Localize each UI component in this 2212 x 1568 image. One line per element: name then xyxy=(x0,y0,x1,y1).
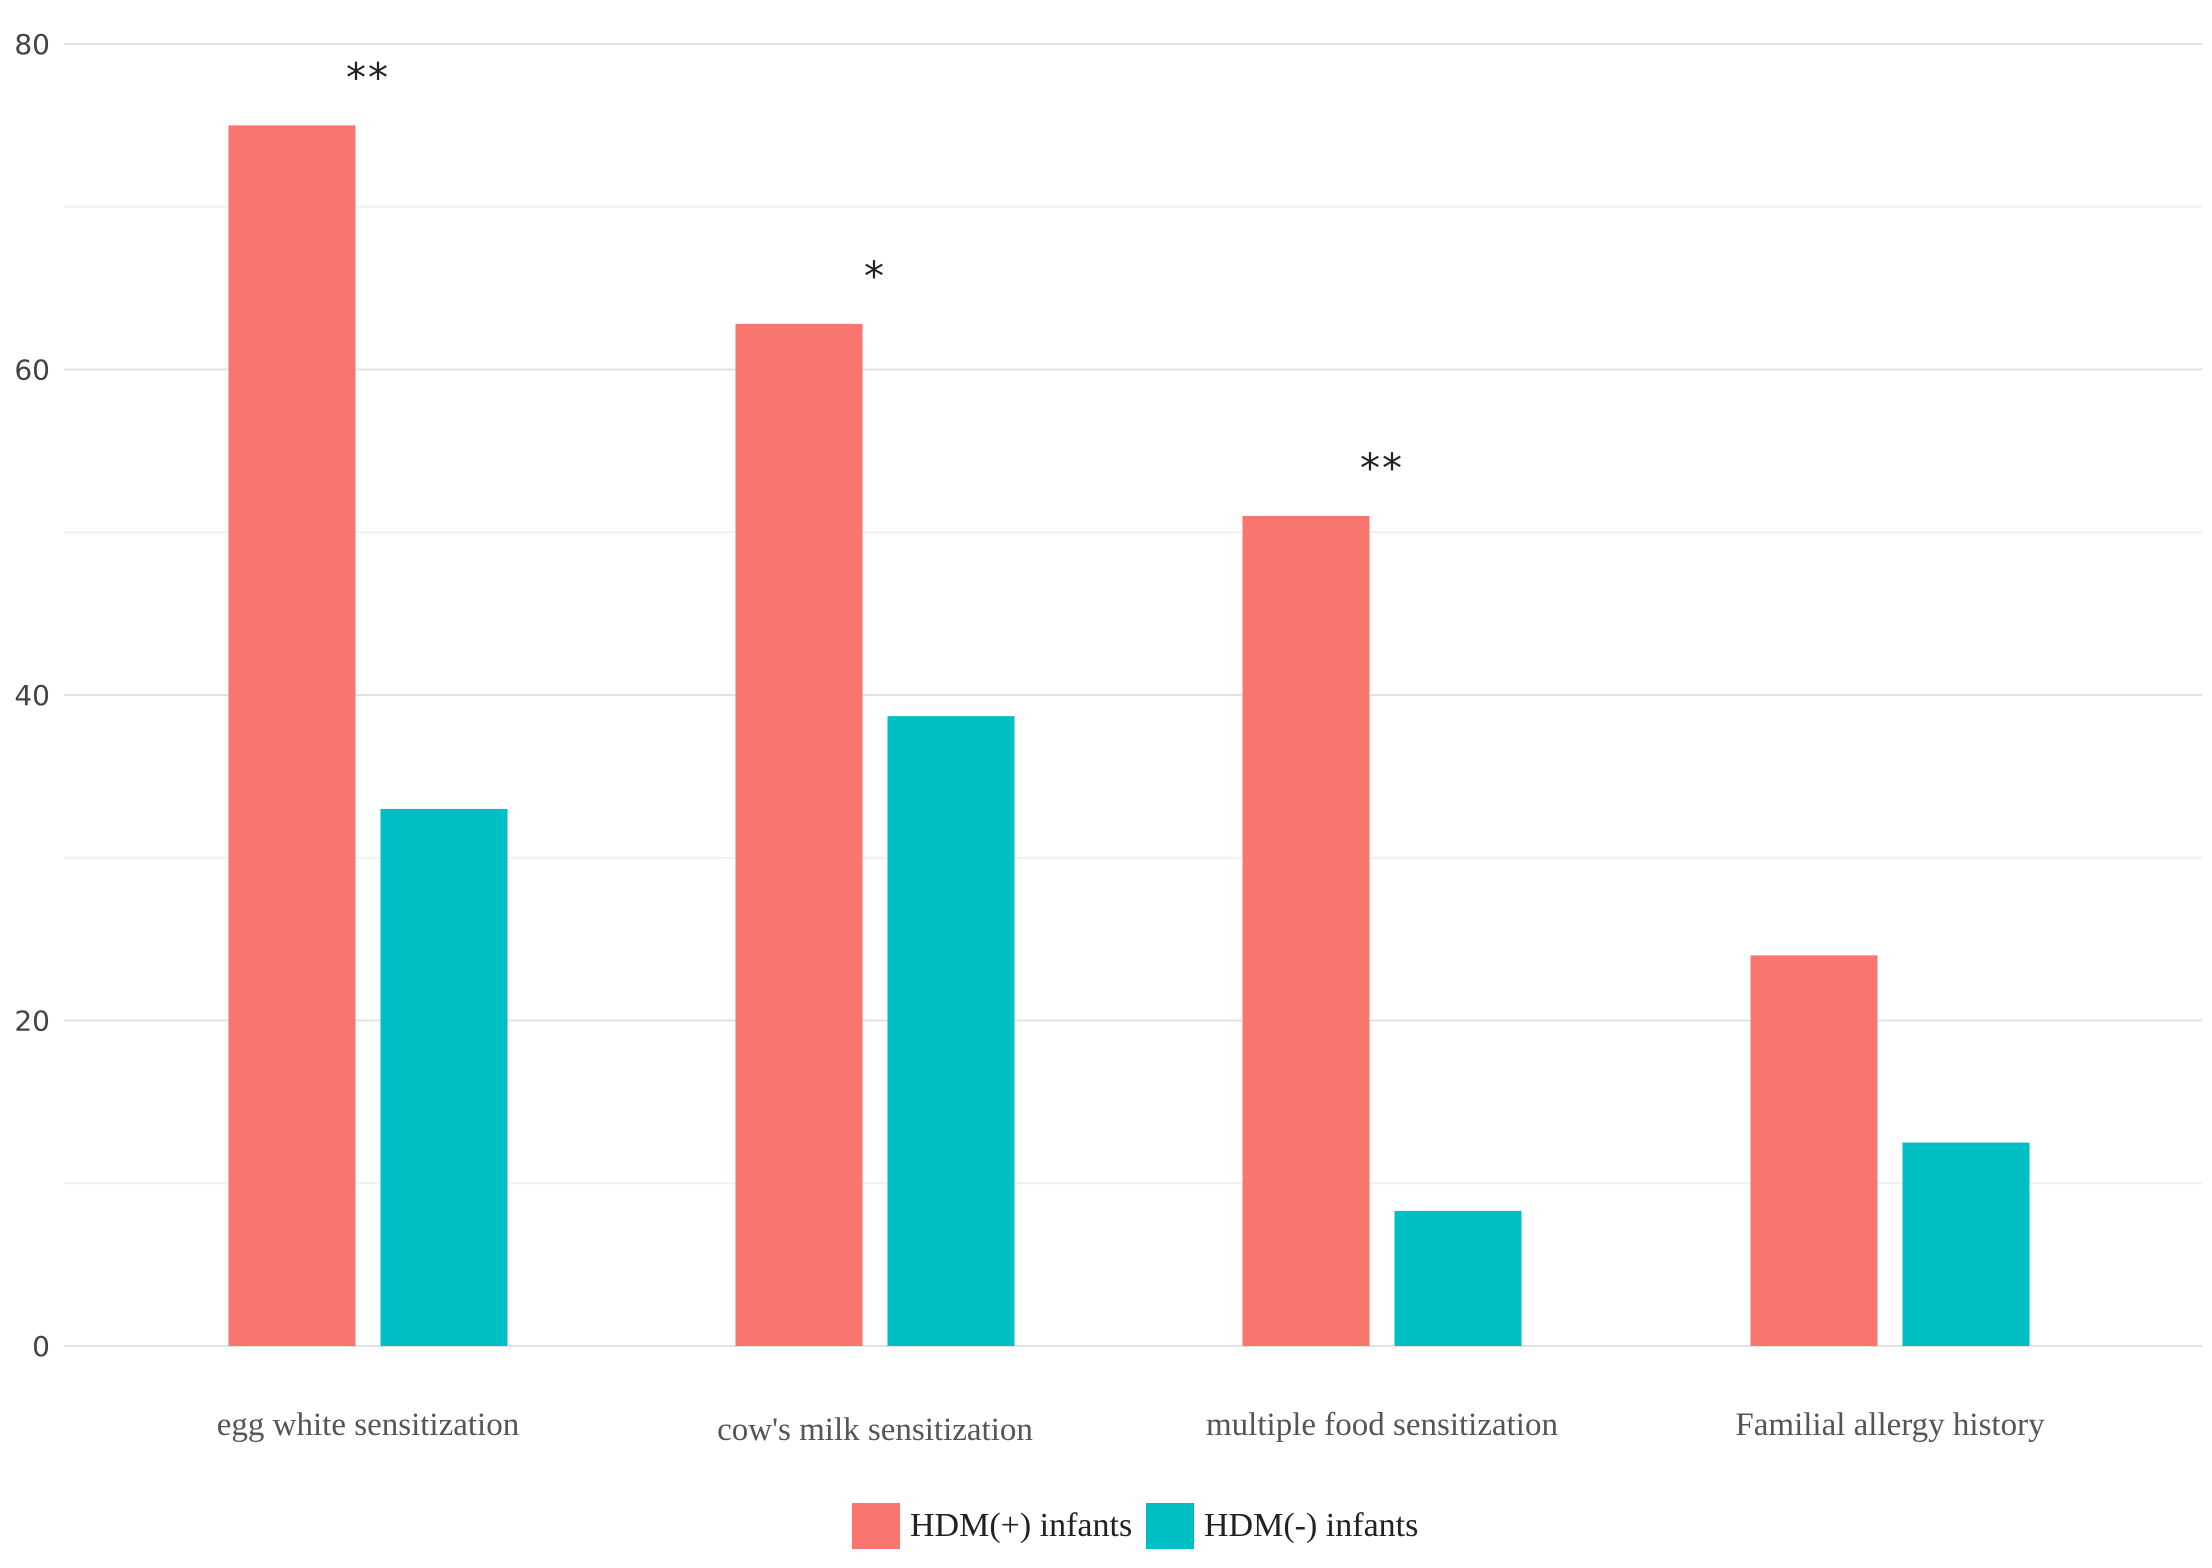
y-tick-label: 20 xyxy=(14,1005,50,1038)
legend-swatch-0 xyxy=(852,1503,900,1549)
significance-marker: ** xyxy=(1360,446,1404,492)
bar-hdm-positive-3 xyxy=(1750,955,1878,1346)
bar-hdm-negative-2 xyxy=(1394,1210,1522,1346)
significance-marker: ** xyxy=(346,55,390,101)
x-axis-category-labels: egg white sensitization cow's milk sensit… xyxy=(217,1407,2045,1448)
x-category-label: cow's milk sensitization xyxy=(717,1412,1033,1448)
significance-annotations: ***** xyxy=(346,55,1404,492)
y-tick-label: 60 xyxy=(14,354,50,387)
legend-label-0: HDM(+) infants xyxy=(910,1507,1132,1544)
x-category-label: Familial allergy history xyxy=(1735,1407,2045,1443)
x-category-label: egg white sensitization xyxy=(217,1407,519,1443)
y-tick-label: 40 xyxy=(14,679,50,712)
bar-hdm-positive-1 xyxy=(735,323,863,1346)
significance-marker: * xyxy=(864,254,886,300)
bars xyxy=(228,125,2030,1346)
x-category-label: multiple food sensitization xyxy=(1206,1407,1558,1443)
y-tick-label: 80 xyxy=(14,28,50,61)
legend: HDM(+) infants HDM(-) infants xyxy=(852,1503,1418,1549)
legend-label-1: HDM(-) infants xyxy=(1204,1507,1418,1544)
y-tick-label: 0 xyxy=(32,1330,50,1363)
y-axis-ticks: 0 20 40 60 80 xyxy=(14,28,50,1363)
bar-hdm-negative-1 xyxy=(887,716,1015,1346)
bar-hdm-positive-0 xyxy=(228,125,356,1346)
bar-hdm-positive-2 xyxy=(1242,515,1370,1346)
bar-hdm-negative-3 xyxy=(1902,1142,2030,1346)
legend-swatch-1 xyxy=(1146,1503,1194,1549)
bar-hdm-negative-0 xyxy=(380,808,508,1346)
